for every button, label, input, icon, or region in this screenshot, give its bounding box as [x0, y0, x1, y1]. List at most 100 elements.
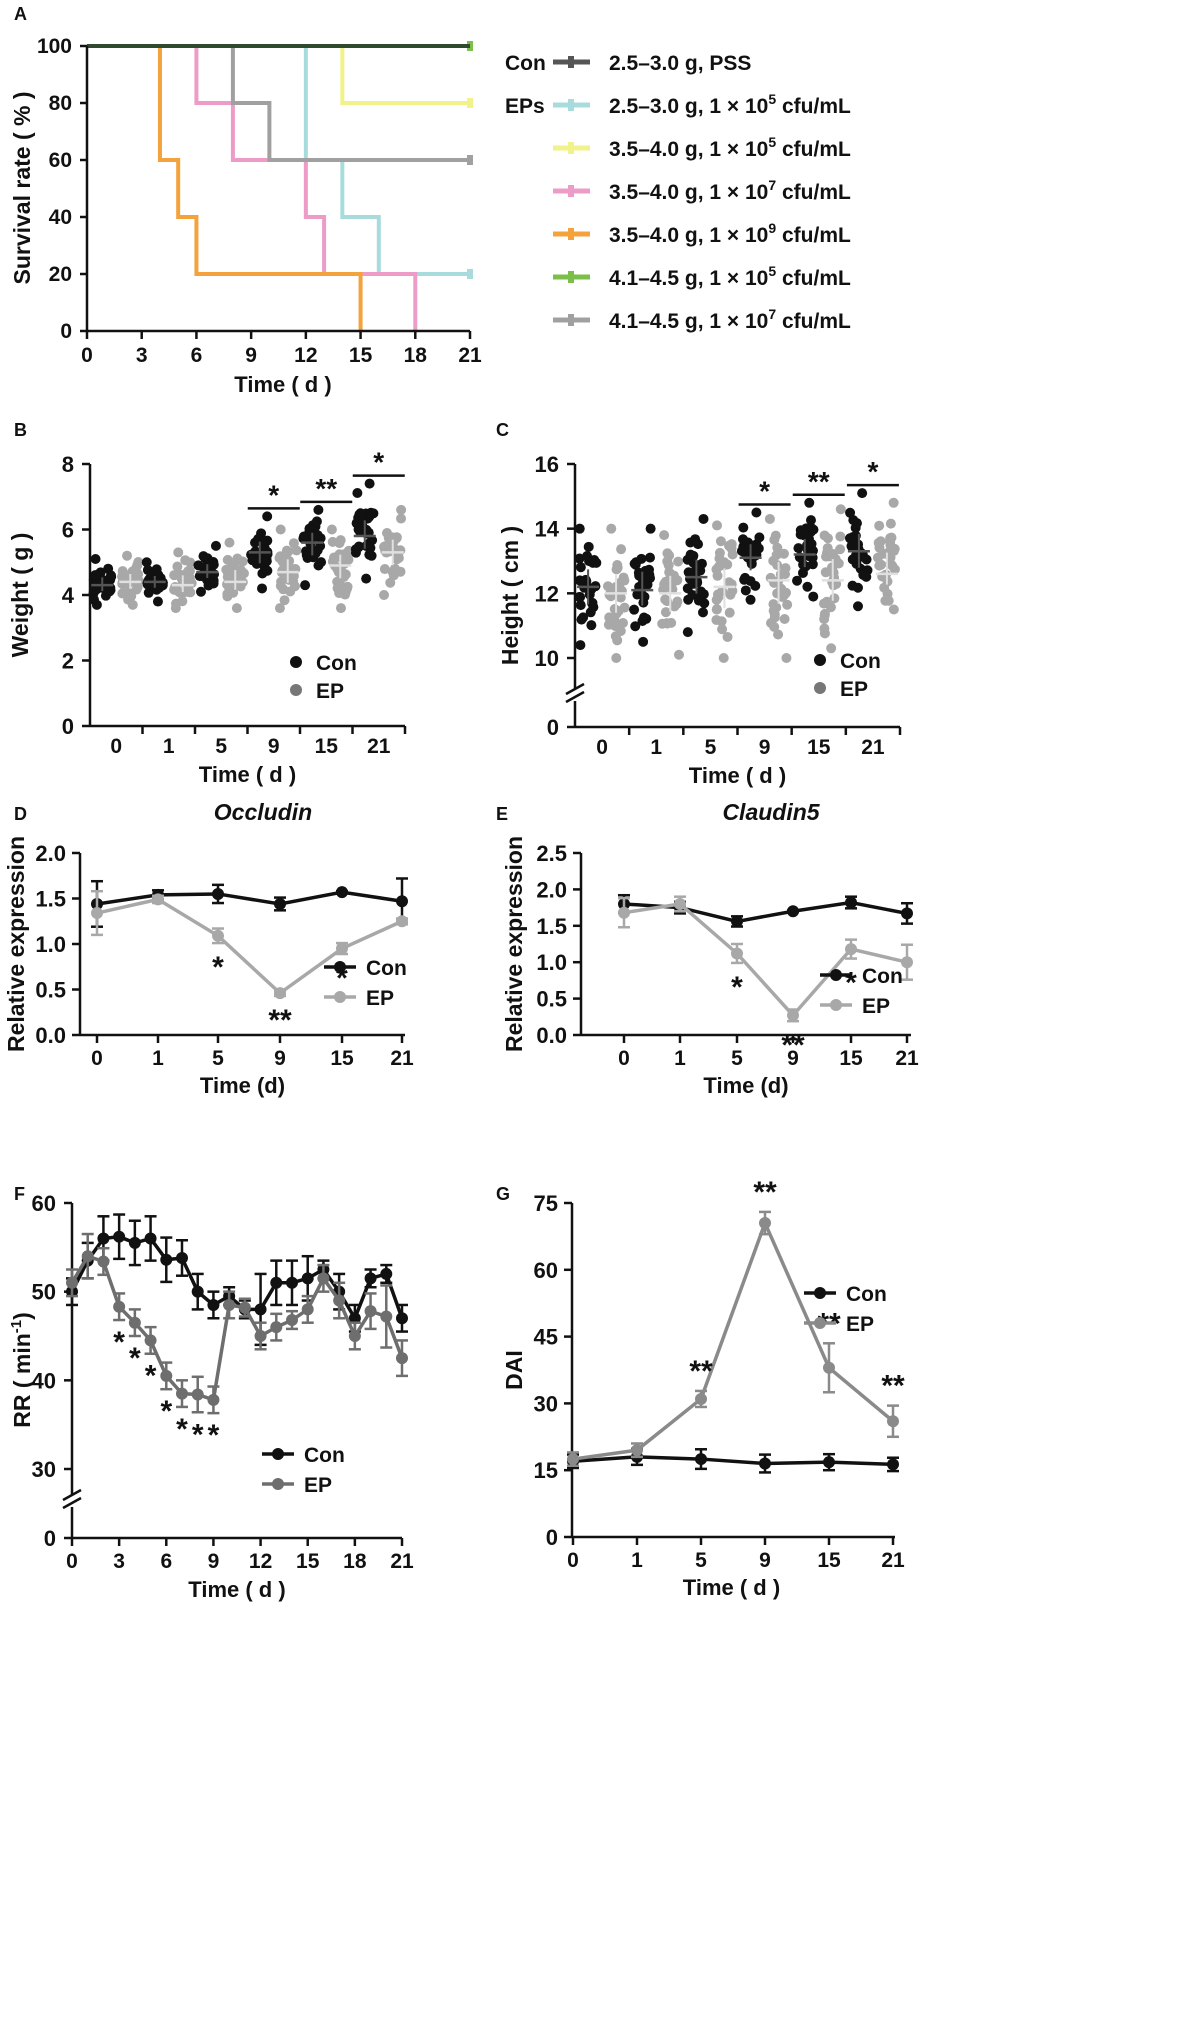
data-point-ep — [826, 643, 837, 654]
y-tick-label: 0.5 — [536, 987, 567, 1012]
data-point-ep — [727, 549, 738, 560]
data-point-ep — [176, 1387, 188, 1400]
data-point-con — [365, 542, 376, 553]
y-tick-label: 4 — [62, 583, 75, 608]
y-tick-label: 100 — [37, 35, 72, 58]
legend-group-label: EPs — [505, 95, 545, 118]
x-tick-label: 5 — [215, 735, 227, 758]
data-point-ep — [759, 1217, 771, 1230]
significance-marker: ** — [881, 1370, 905, 1403]
data-point-ep — [123, 587, 134, 598]
data-point-con — [575, 640, 586, 651]
data-point-ep — [191, 1388, 204, 1401]
data-point-ep — [604, 589, 615, 600]
x-axis-label: Time (d) — [703, 1073, 788, 1098]
data-point-con — [576, 614, 587, 625]
data-point-ep — [712, 520, 723, 531]
x-tick-label: 1 — [650, 736, 662, 759]
y-tick-label: 0 — [44, 1526, 56, 1551]
data-point-con — [90, 570, 101, 581]
panel-a: A 0 20 40 60 80 100 0 3 6 9 12 15 18 21 Time ( d ) Survi… — [9, 4, 851, 397]
data-point-con — [113, 1230, 126, 1243]
legend-label: Con — [846, 1283, 887, 1306]
axis-break-mark — [62, 1488, 82, 1502]
y-tick-label: 0.0 — [35, 1023, 66, 1048]
x-axis-label: Time (d) — [200, 1073, 285, 1098]
data-point-con — [210, 540, 221, 551]
y-tick-label: 0 — [62, 714, 74, 739]
survival-line-5 — [87, 44, 363, 331]
data-point-con — [685, 549, 696, 560]
data-point-con — [699, 598, 710, 609]
axis-break-mark — [565, 682, 585, 696]
significance-marker: * — [192, 1418, 204, 1451]
x-tick-label: 9 — [208, 1550, 220, 1573]
legend-label: Con — [316, 652, 357, 675]
legend-marker-ep — [814, 682, 826, 694]
data-point-con — [804, 497, 815, 508]
data-point-con — [738, 534, 749, 545]
panel-letter-f: F — [14, 1184, 25, 1204]
panel-letter-e: E — [496, 804, 508, 824]
legend-marker-ep — [814, 1317, 826, 1329]
y-axis-label: DAI — [501, 1350, 527, 1390]
data-point-ep — [91, 907, 103, 920]
y-tick-label: 8 — [62, 452, 74, 477]
y-tick-label: 30 — [534, 1391, 558, 1416]
data-point-ep — [787, 1009, 799, 1022]
data-point-con — [861, 571, 872, 582]
x-tick-label: 5 — [705, 736, 717, 759]
data-point-con — [574, 553, 585, 564]
x-tick-label: 0 — [596, 736, 608, 759]
data-point-ep — [731, 947, 743, 960]
x-tick-label: 21 — [390, 1047, 414, 1070]
data-point-con — [697, 607, 708, 618]
data-point-con — [586, 598, 597, 609]
data-point-ep — [172, 561, 183, 572]
data-point-con — [304, 547, 315, 558]
data-point-ep — [768, 599, 779, 610]
data-point-ep — [666, 617, 677, 628]
survival-line-4 — [87, 44, 418, 331]
data-point-con — [807, 559, 818, 570]
data-point-con — [861, 554, 872, 565]
panel-letter-d: D — [14, 804, 27, 824]
data-point-ep — [718, 653, 729, 663]
panel-letter-b: B — [14, 420, 27, 440]
x-tick-label: 15 — [839, 1047, 863, 1070]
data-point-con — [583, 541, 594, 552]
data-point-ep — [279, 595, 290, 606]
y-tick-label: 0.5 — [35, 978, 66, 1003]
data-point-ep — [662, 556, 673, 567]
data-point-con — [682, 627, 693, 638]
data-point-con — [802, 581, 813, 592]
data-point-ep — [660, 594, 671, 605]
data-point-con — [396, 895, 408, 908]
data-point-ep — [887, 1415, 899, 1428]
x-tick-label: 0 — [110, 735, 122, 758]
data-point-con — [366, 550, 377, 561]
y-tick-label: 75 — [534, 1191, 558, 1216]
x-tick-label: 9 — [787, 1047, 799, 1070]
data-point-ep — [781, 653, 792, 663]
data-point-con — [194, 571, 205, 582]
x-tick-label: 6 — [191, 344, 203, 367]
data-point-con — [630, 621, 641, 632]
data-point-con — [143, 587, 154, 598]
y-axis-label: RR ( min-1) — [8, 1312, 35, 1428]
data-point-ep — [317, 1272, 330, 1285]
data-point-ep — [212, 929, 224, 942]
legend-marker-ep — [272, 1478, 284, 1490]
data-point-ep — [281, 545, 292, 556]
data-point-ep — [662, 548, 673, 559]
data-point-ep — [657, 618, 668, 629]
x-tick-label: 5 — [731, 1047, 743, 1070]
data-point-ep — [617, 617, 628, 628]
y-axis-label: Survival rate ( % ) — [9, 91, 35, 284]
legend-swatch-mark — [568, 142, 574, 154]
x-tick-label: 5 — [212, 1047, 224, 1070]
significance-marker: * — [129, 1342, 141, 1375]
